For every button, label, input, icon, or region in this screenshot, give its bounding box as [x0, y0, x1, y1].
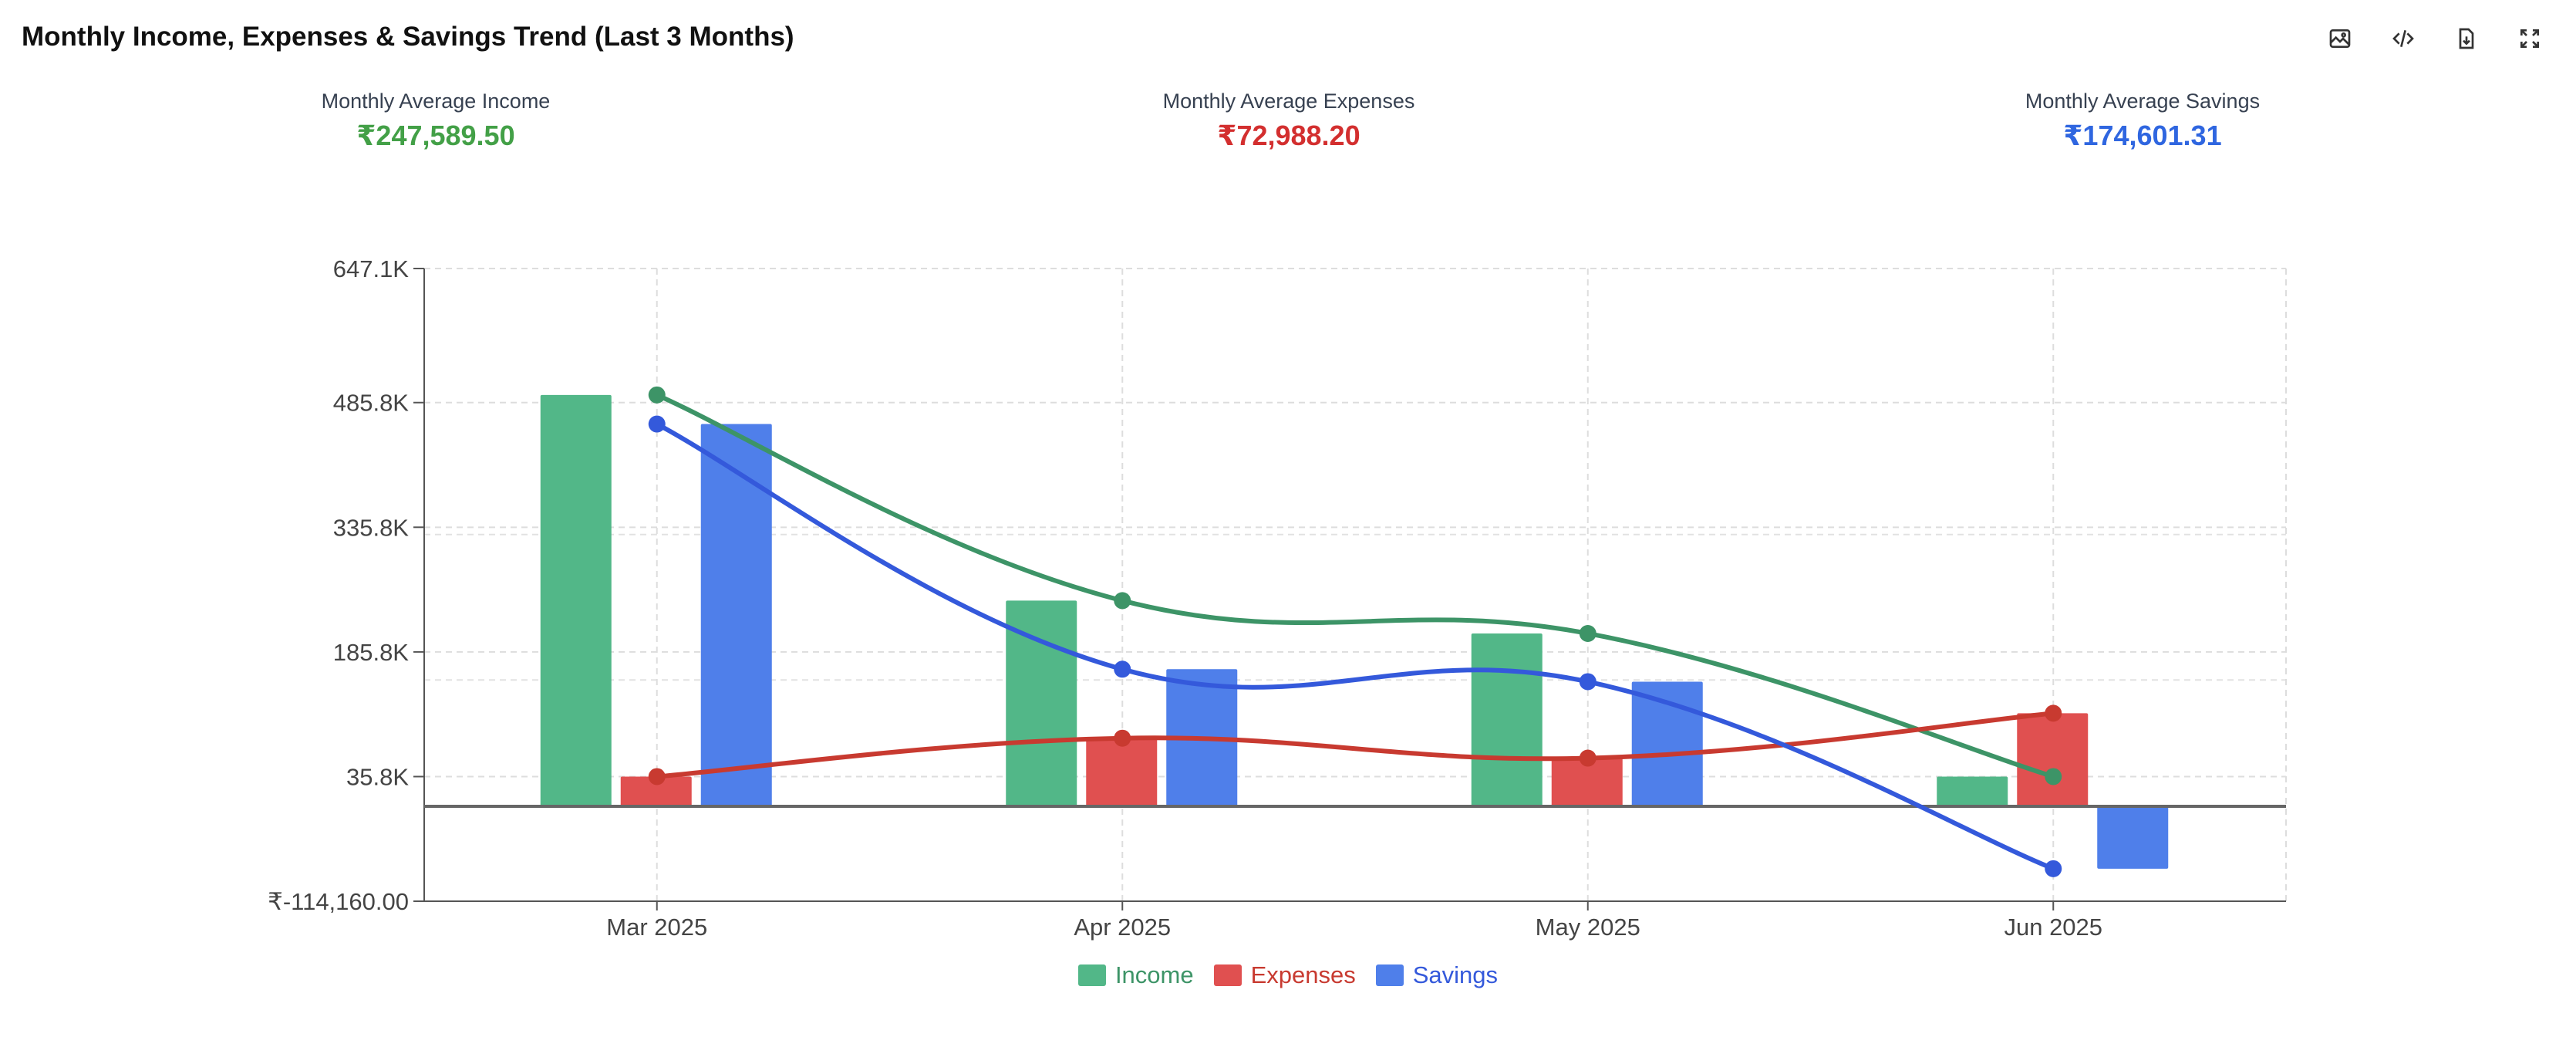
bar-income	[540, 394, 612, 807]
chart-title: Monthly Income, Expenses & Savings Trend…	[22, 22, 794, 52]
stat-expenses: Monthly Average Expenses ₹72,988.20	[1057, 90, 1520, 152]
bar-savings	[700, 424, 772, 807]
stat-savings: Monthly Average Savings ₹174,601.31	[1911, 90, 2374, 152]
fullscreen-icon[interactable]	[2511, 20, 2548, 57]
chart-toolbar	[2321, 20, 2548, 57]
download-icon[interactable]	[2448, 20, 2485, 57]
bar-income	[1471, 633, 1543, 807]
bar-savings	[2097, 806, 2169, 869]
bar-expenses	[1086, 738, 1158, 807]
bar-expenses	[1551, 758, 1623, 807]
legend-item-savings[interactable]: Savings	[1375, 961, 1499, 989]
legend-label: Income	[1114, 961, 1194, 988]
bar-income	[1937, 776, 2008, 807]
line-savings	[656, 421, 2055, 871]
point-expenses	[648, 768, 666, 785]
legend-swatch	[1077, 964, 1106, 986]
y-tick-label: 185.8K	[333, 639, 410, 666]
legend-item-expenses[interactable]: Expenses	[1213, 961, 1356, 989]
x-tick-label: Jun 2025	[2004, 914, 2102, 941]
stat-savings-value: ₹174,601.31	[2063, 120, 2222, 151]
bar-savings	[1631, 681, 1703, 807]
legend-label: Expenses	[1250, 961, 1356, 988]
chart-plot: 647.1K 485.8K 335.8K 185.8K 35.8K ₹-114,160.0…	[268, 255, 2287, 941]
point-income	[1114, 592, 1131, 610]
point-income	[2045, 768, 2062, 785]
y-tick-label: 485.8K	[333, 390, 410, 417]
line-expenses	[656, 711, 2054, 779]
point-savings	[1579, 673, 1597, 691]
legend-swatch	[1375, 964, 1404, 986]
stat-expenses-value: ₹72,988.20	[1217, 120, 1360, 151]
stat-income-label: Monthly Average Income	[321, 90, 551, 113]
y-tick-label: ₹-114,160.00	[268, 888, 409, 915]
point-income	[1579, 624, 1597, 642]
legend-item-income[interactable]: Income	[1077, 961, 1194, 989]
stat-expenses-label: Monthly Average Expenses	[1162, 90, 1415, 113]
y-tick-label: 647.1K	[333, 255, 410, 282]
bar-expenses	[620, 776, 692, 807]
legend-swatch	[1213, 964, 1242, 986]
bar-expenses	[2017, 713, 2089, 807]
chart-legend: Income Expenses Savings	[0, 961, 2576, 989]
bar-income	[1006, 600, 1077, 807]
stat-income-value: ₹247,589.50	[356, 120, 515, 151]
point-expenses	[1114, 729, 1131, 747]
point-expenses	[1579, 749, 1597, 767]
y-tick-label: 335.8K	[333, 514, 410, 541]
stat-savings-label: Monthly Average Savings	[2025, 90, 2261, 113]
line-income	[656, 393, 2055, 779]
point-income	[648, 386, 666, 404]
point-expenses	[2045, 704, 2062, 722]
x-tick-label: May 2025	[1536, 914, 1640, 941]
x-tick-label: Mar 2025	[606, 914, 707, 941]
legend-label: Savings	[1412, 961, 1499, 988]
stat-income: Monthly Average Income ₹247,589.50	[204, 90, 667, 152]
y-tick-label: 35.8K	[346, 763, 409, 790]
image-icon[interactable]	[2321, 20, 2359, 57]
code-icon[interactable]	[2385, 20, 2422, 57]
point-savings	[2045, 860, 2062, 877]
point-savings	[648, 415, 666, 433]
x-tick-label: Apr 2025	[1074, 914, 1171, 941]
point-savings	[1114, 660, 1131, 678]
